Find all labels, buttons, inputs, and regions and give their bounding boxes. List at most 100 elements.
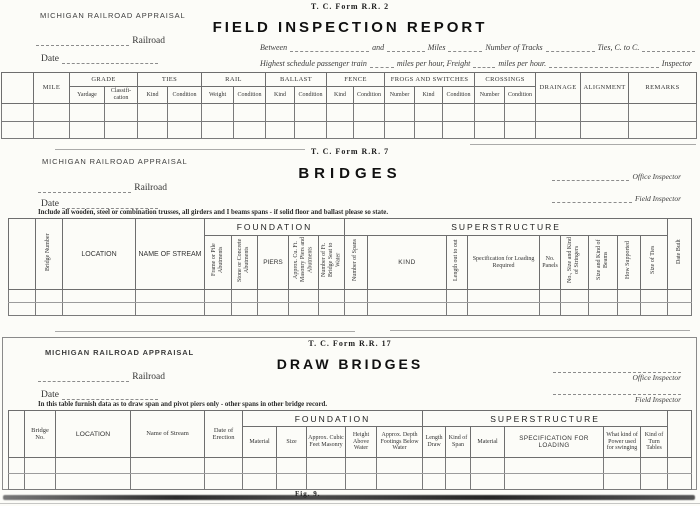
railroad-label: Railroad: [134, 183, 167, 193]
form2-office-inspector-row: Office Inspector: [552, 172, 684, 181]
group-ballast: BALLAST: [265, 72, 328, 87]
col-classification: Classifi- cation: [103, 86, 139, 104]
form1-number: T. C. Form R.R. 2: [310, 2, 390, 11]
table-row: [1, 103, 697, 122]
col-date-of-erection: Date of Erection: [204, 410, 243, 458]
form3-number: T. C. Form R.R. 17: [308, 339, 392, 348]
col-beams: Size and Kind of Beams: [588, 235, 619, 290]
group-rail: RAIL: [201, 72, 267, 87]
col-number: Number: [384, 86, 416, 104]
col-size-of-ties: Size of Ties: [640, 235, 669, 290]
form2-date-row: Date: [38, 199, 158, 209]
col-name-of-stream: NAME OF STREAM: [135, 218, 205, 290]
blank-col: [8, 218, 36, 290]
col-kind: Kind: [137, 86, 169, 104]
group-fence: FENCE: [326, 72, 386, 87]
col-condition: Condition: [167, 86, 203, 104]
col-bridge-number: Bridge Number: [35, 218, 63, 290]
field-inspector-label: Field Inspector: [634, 194, 681, 203]
col-location: LOCATION: [62, 218, 136, 290]
col-kind: Kind: [414, 86, 444, 104]
fill-line: [448, 43, 483, 52]
fill-line: [387, 43, 425, 52]
col-how-supported: How Supported: [617, 235, 642, 290]
tracks-label: Number of Tracks: [485, 43, 543, 52]
group-frogs-switches: FROGS AND SWITCHES: [384, 72, 476, 87]
col-mile: MILE: [33, 72, 70, 104]
col-name-of-stream: Name of Stream: [130, 410, 205, 458]
group-ties: TIES: [137, 72, 203, 87]
col-height-above-water: Height Above Water: [345, 426, 377, 458]
fill-line: [552, 194, 632, 203]
col-number-of-spans: Number of Spans: [344, 235, 369, 290]
caption-smudge: [3, 495, 695, 500]
scan-line: [55, 331, 355, 332]
fill-line: [553, 386, 681, 395]
fill-line: [553, 364, 681, 373]
col-kind: Kind: [265, 86, 296, 104]
table-row: [8, 457, 692, 474]
form3-date-row: Date: [38, 390, 158, 400]
office-inspector-label: Office Inspector: [632, 172, 681, 181]
col-condition: Condition: [294, 86, 328, 104]
fill-line: [38, 184, 132, 193]
field-inspection-table: MILE GRADE TIES RAIL BALLAST FENCE FROGS…: [1, 72, 697, 139]
date-label: Date: [41, 390, 59, 400]
col-stringers: No., Size and Kind of Stringers: [560, 235, 590, 290]
figure-caption: Fig. 9.: [295, 490, 321, 498]
form1-speed-row: Highest schedule passenger train miles p…: [257, 59, 695, 68]
form3-office-inspector-row: Office Inspector: [553, 364, 681, 382]
group-superstructure: SUPERSTRUCTURE: [344, 218, 669, 236]
col-material-superstructure: Material: [470, 426, 506, 458]
form3-note: In this table furnish data as to draw sp…: [38, 401, 328, 408]
group-crossings: CROSSINGS: [474, 72, 537, 87]
fill-line: [61, 200, 158, 209]
date-label: Date: [41, 54, 59, 64]
scan-line: [55, 149, 305, 150]
draw-bridges-table: Bridge No. LOCATION Name of Stream Date …: [8, 410, 692, 490]
passenger-speed-label: Highest schedule passenger train: [260, 59, 367, 68]
mph-label: miles per hour.: [498, 59, 547, 68]
between-label: Between: [260, 43, 288, 52]
railroad-label: Railroad: [132, 372, 165, 382]
fill-line: [369, 59, 394, 68]
col-weight: Weight: [201, 86, 235, 104]
group-foundation: FOUNDATION: [241, 410, 424, 427]
col-drainage: DRAINAGE: [535, 72, 582, 104]
col-no-panels: No. Panels: [539, 235, 562, 290]
office-inspector-label: Office Inspector: [632, 373, 681, 382]
form1-date-row: Date: [38, 54, 158, 64]
railroad-label: Railroad: [132, 36, 165, 46]
col-piers: PIERS: [257, 235, 289, 290]
date-label: Date: [41, 199, 59, 209]
col-stone-or-concrete-abutments: Stone or Concrete Abutments: [231, 235, 258, 290]
form2-note: Include all wooden, steel or combination…: [38, 209, 389, 216]
fill-line: [473, 59, 496, 68]
col-number: Number: [474, 86, 506, 104]
col-date-built: Date Built: [667, 218, 692, 290]
table-row: [8, 473, 692, 490]
inspector-label: Inspector: [661, 59, 692, 68]
col-yardage: Yardage: [69, 86, 105, 104]
table-row: [8, 302, 692, 316]
col-remarks: REMARKS: [628, 72, 697, 104]
blank-col: [8, 410, 25, 458]
freight-label: miles per hour, Freight: [396, 59, 471, 68]
ties-ctoc-label: Ties, C. to C.: [597, 43, 640, 52]
form1-between-row: Between and Miles Number of Tracks Ties,…: [257, 43, 695, 52]
col-bridge-no: Bridge No.: [24, 410, 56, 458]
form3-org-title: MICHIGAN RAILROAD APPRAISAL: [45, 348, 195, 357]
blank-col: [667, 410, 692, 458]
col-kind-of-span: Kind of Span: [445, 426, 472, 458]
fill-line: [38, 373, 130, 382]
col-power-for-swinging: What kind of Power used for swinging: [603, 426, 642, 458]
group-foundation: FOUNDATION: [203, 218, 346, 236]
form1-title: FIELD INSPECTION REPORT: [212, 19, 488, 36]
col-alignment: ALIGNMENT: [580, 72, 630, 104]
col-location: LOCATION: [55, 410, 131, 458]
fill-line: [290, 43, 370, 52]
col-kind: KIND: [367, 235, 448, 290]
scan-line: [470, 144, 696, 145]
col-kind-of-turn-tables: Kind of Turn Tables: [640, 426, 669, 458]
